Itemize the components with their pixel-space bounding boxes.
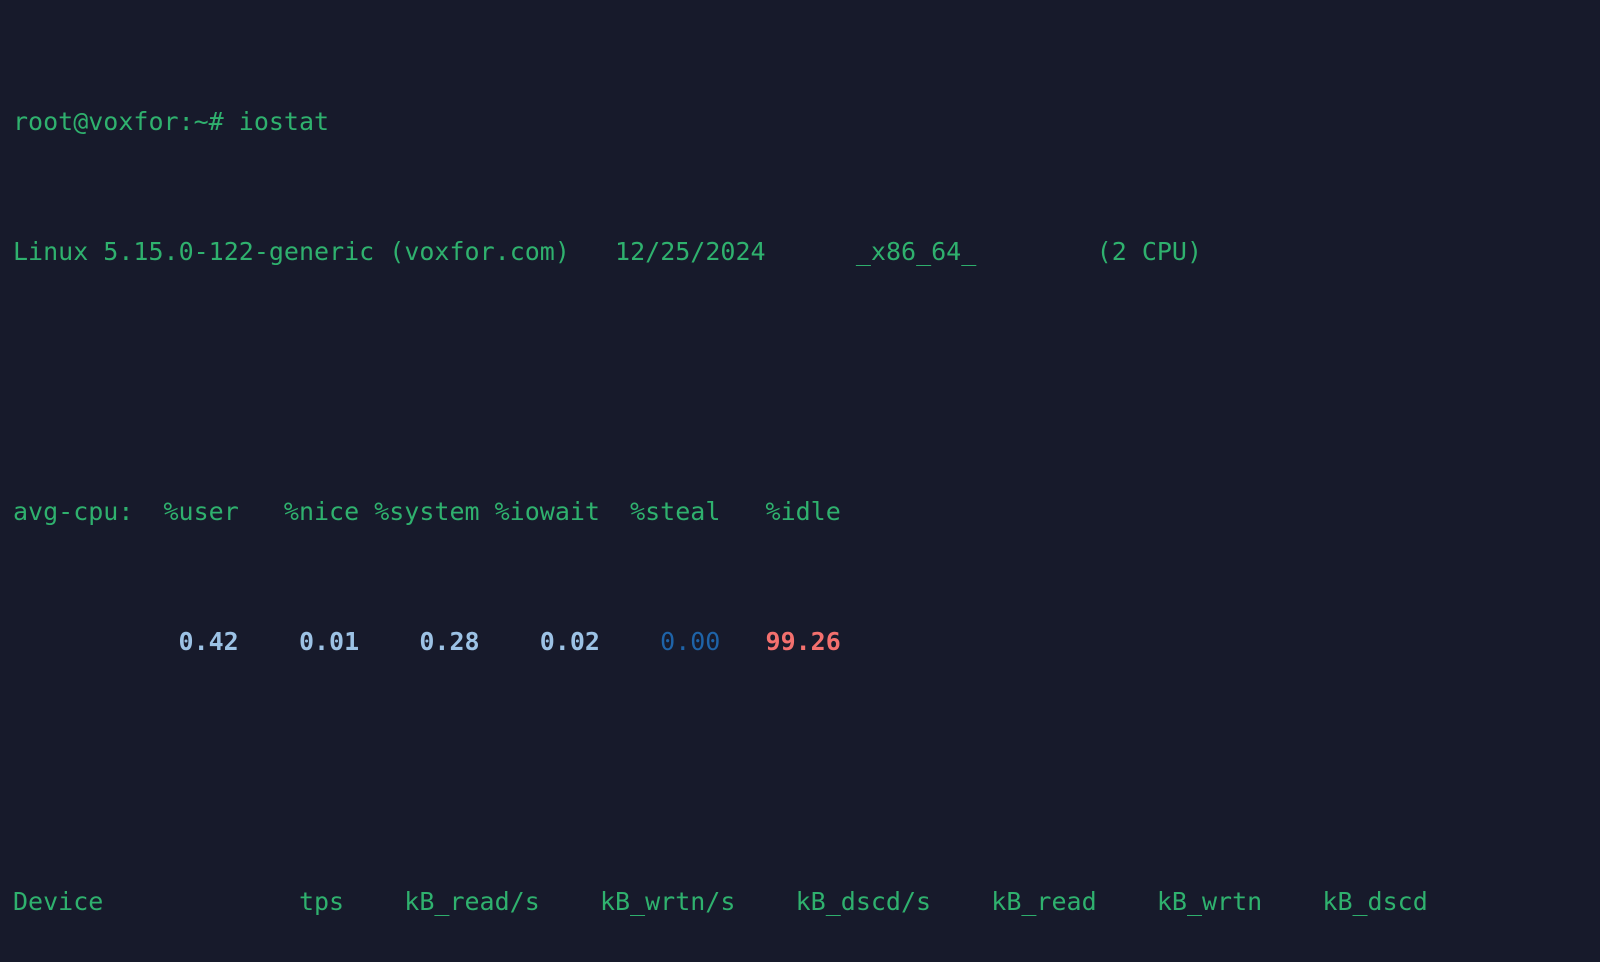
avg-cpu-label: avg-cpu: — [13, 496, 134, 526]
table-header-tps: tps — [298, 886, 345, 916]
command-line: root@voxfor:~# iostat — [13, 106, 1600, 139]
kernel-host-info: Linux 5.15.0-122-generic (voxfor.com) — [13, 236, 570, 266]
device-table-header-row: Device tps kB_read/s kB_wrtn/s kB_dscd/s… — [13, 886, 1600, 919]
table-header-kb-dscd-s: kB_dscd/s — [795, 886, 932, 916]
cpu-stat-header-steal: %steal — [630, 496, 721, 526]
blank-line — [13, 756, 1600, 789]
table-header-kb-wrtn: kB_wrtn — [1156, 886, 1263, 916]
cpu-stat-value-nice: 0.01 — [298, 626, 360, 656]
cpu-stat-header-idle: %idle — [765, 496, 841, 526]
shell-prompt: root@voxfor:~# — [13, 106, 224, 136]
report-date: 12/25/2024 — [615, 236, 766, 266]
cpu-stat-header-nice: %nice — [283, 496, 360, 526]
table-header-kb-dscd: kB_dscd — [1322, 886, 1428, 916]
cpu-stat-value-user: 0.42 — [178, 626, 239, 656]
cpu-stat-header-system: %system — [374, 496, 480, 526]
cpu-count: (2 CPU) — [1096, 236, 1203, 266]
cpu-stat-value-iowait: 0.02 — [539, 626, 600, 656]
cpu-stat-header-iowait: %iowait — [494, 496, 600, 526]
terminal-screen[interactable]: root@voxfor:~# iostat Linux 5.15.0-122-g… — [0, 0, 1600, 916]
avg-cpu-values-row: 0.42 0.01 0.28 0.02 0.00 99.26 — [13, 626, 1600, 659]
cpu-stat-value-system: 0.28 — [419, 626, 480, 656]
table-header-kb-read: kB_read — [991, 886, 1097, 916]
system-info-line: Linux 5.15.0-122-generic (voxfor.com) 12… — [13, 236, 1600, 269]
architecture: _x86_64_ — [855, 236, 977, 266]
typed-command: iostat — [238, 106, 330, 136]
cpu-stat-value-idle: 99.26 — [765, 626, 841, 656]
cpu-stat-value-steal: 0.00 — [660, 626, 721, 656]
table-header-device: Device — [13, 886, 104, 916]
blank-line — [13, 366, 1600, 399]
table-header-kb-read-s: kB_read/s — [404, 886, 540, 916]
table-header-kb-wrtn-s: kB_wrtn/s — [599, 886, 736, 916]
avg-cpu-header-row: avg-cpu: %user %nice %system %iowait %st… — [13, 496, 1600, 529]
cpu-stat-header-user: %user — [163, 496, 239, 526]
